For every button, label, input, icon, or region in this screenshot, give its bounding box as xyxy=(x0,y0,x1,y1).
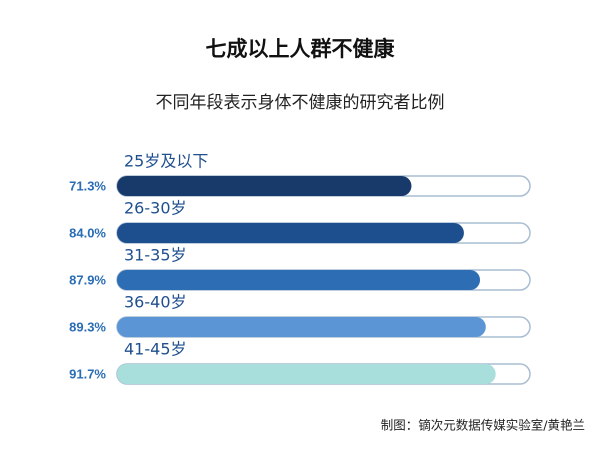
value-label: 87.9% xyxy=(69,272,106,287)
value-label: 84.0% xyxy=(69,225,106,240)
bar xyxy=(117,223,464,243)
category-label: 36-40岁 xyxy=(124,293,187,312)
value-label: 71.3% xyxy=(69,178,106,193)
bar xyxy=(117,176,412,196)
value-label: 91.7% xyxy=(69,366,106,381)
chart-title: 七成以上人群不健康 xyxy=(206,37,396,61)
value-label: 89.3% xyxy=(69,319,106,334)
chart-subtitle: 不同年段表示身体不健康的研究者比例 xyxy=(156,93,445,113)
category-label: 26-30岁 xyxy=(124,199,187,218)
bar xyxy=(117,270,481,290)
bar xyxy=(117,364,496,384)
source-note: 制图：镝次元数据传媒实验室/黄艳兰 xyxy=(381,418,585,433)
bar xyxy=(117,317,486,337)
category-label: 41-45岁 xyxy=(124,340,187,359)
category-label: 31-35岁 xyxy=(124,246,187,265)
category-label: 25岁及以下 xyxy=(124,152,208,171)
